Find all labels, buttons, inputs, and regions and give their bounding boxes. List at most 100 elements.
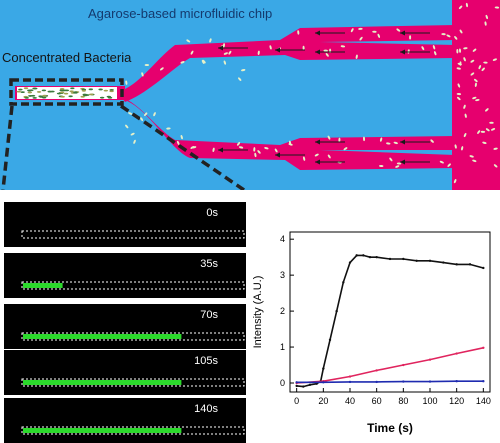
- series-point: [482, 380, 485, 383]
- x-axis-label: Time (s): [367, 421, 413, 435]
- packed-cell: [41, 89, 47, 92]
- flow-arrow: [400, 159, 430, 165]
- bacterium-cell: [212, 147, 215, 152]
- series-point: [348, 375, 352, 378]
- bacterium-cell: [458, 48, 462, 53]
- bacterium-cell: [396, 162, 402, 165]
- bacterium-cell: [409, 35, 412, 40]
- series-point: [295, 381, 298, 384]
- bacterium-cell: [355, 54, 358, 59]
- packed-cell: [32, 87, 37, 90]
- bacterium-cell: [257, 50, 260, 55]
- series-point: [388, 257, 392, 261]
- bacterium-cell: [340, 45, 346, 48]
- bacterium-cell: [478, 65, 482, 70]
- series-point: [455, 380, 458, 383]
- bacterium-cell: [395, 165, 400, 168]
- packed-cell: [23, 87, 29, 90]
- y-axis-label: Intensity (A.U.): [252, 276, 264, 349]
- bacterium-cell: [190, 50, 194, 55]
- series-point: [402, 363, 405, 367]
- flow-arrow: [400, 139, 430, 145]
- bacterium-cell: [144, 112, 148, 117]
- bacterium-cell: [463, 132, 467, 138]
- bacterium-cell: [297, 30, 300, 35]
- packed-cell: [59, 91, 65, 94]
- y-tick-label: 4: [280, 234, 285, 244]
- series-point: [415, 259, 418, 262]
- channel-outline: [21, 230, 245, 239]
- bacterium-cell: [253, 147, 256, 152]
- x-tick-label: 120: [449, 396, 464, 406]
- packed-cell: [98, 88, 103, 91]
- bacterium-cell: [379, 164, 384, 167]
- bacterium-cell: [459, 61, 462, 66]
- packed-cell: [27, 91, 33, 94]
- bacterium-cell: [458, 5, 463, 10]
- bacterium-cell: [377, 33, 380, 38]
- bacterium-cell: [180, 134, 183, 140]
- series-line-1: [296, 347, 484, 384]
- bacterium-cell: [439, 160, 444, 164]
- series-point: [402, 380, 405, 383]
- packed-cell: [41, 96, 47, 99]
- bacterium-cell: [456, 67, 461, 70]
- packed-cell: [69, 90, 74, 93]
- series-point: [455, 263, 458, 266]
- bacterium-cell: [485, 128, 490, 132]
- bacterium-cell: [323, 49, 328, 52]
- bacterium-cell: [472, 48, 477, 52]
- flow-arrow: [315, 49, 345, 55]
- bacterium-cell: [166, 127, 171, 130]
- bacterium-cell: [430, 139, 434, 143]
- series-point: [322, 367, 325, 370]
- bacterium-cell: [350, 28, 354, 33]
- bacterium-cell: [254, 152, 257, 158]
- series-point: [295, 384, 298, 388]
- series-point: [482, 266, 485, 270]
- bacterium-cell: [379, 137, 383, 142]
- zoom-line-left: [1, 105, 14, 190]
- chart-series: [295, 254, 485, 388]
- frame-time-label: 35s: [200, 258, 218, 270]
- bacterium-cell: [372, 30, 377, 33]
- bacterium-cell: [492, 58, 497, 61]
- outlet-reservoir: [452, 0, 500, 190]
- packed-cell: [60, 95, 65, 98]
- bacterium-cell: [434, 51, 437, 56]
- packed-cell: [59, 88, 65, 90]
- packed-cell: [81, 89, 87, 92]
- x-tick-label: 60: [372, 396, 382, 406]
- bacterium-cell: [128, 112, 133, 115]
- bacterium-cell: [223, 60, 227, 65]
- chip-label: Agarose-based microfluidic chip: [88, 6, 273, 21]
- flow-arrow: [275, 152, 305, 158]
- flow-arrow: [315, 159, 345, 165]
- bacterium-cell: [484, 21, 487, 26]
- bacterium-cell: [359, 36, 363, 41]
- green-fluorescence: [23, 380, 182, 385]
- bacterium-cell: [485, 108, 489, 112]
- x-tick-label: 140: [476, 396, 491, 406]
- bacterium-cell: [209, 38, 212, 43]
- channel-outline: [21, 378, 245, 387]
- bacterium-cell: [186, 39, 191, 43]
- packed-cell: [28, 95, 33, 97]
- series-point: [355, 254, 358, 257]
- green-fluorescence: [23, 283, 63, 288]
- bacterium-cell: [269, 45, 272, 50]
- bacterium-cell: [463, 104, 466, 109]
- bacterium-cell: [274, 148, 278, 153]
- flow-arrow: [400, 30, 430, 36]
- bacteria-packed-region: [16, 87, 117, 99]
- bacterium-cell: [222, 43, 225, 48]
- bacterium-cell: [228, 50, 232, 55]
- fluorescence-frame: 35s: [4, 253, 246, 298]
- fluorescence-frame: 70s: [4, 304, 246, 349]
- bacterium-cell: [481, 67, 485, 72]
- series-line-2: [296, 380, 484, 384]
- bacteria-label: Concentrated Bacteria: [2, 50, 132, 65]
- series-point: [428, 259, 432, 262]
- bacterium-cell: [238, 77, 242, 81]
- packed-cell: [32, 96, 37, 99]
